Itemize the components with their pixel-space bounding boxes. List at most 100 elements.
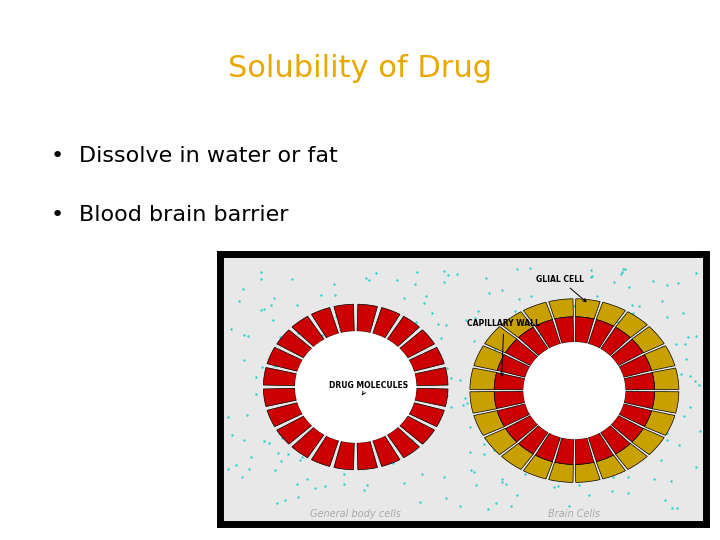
- Polygon shape: [334, 304, 354, 333]
- Point: [425, 379, 436, 387]
- Point: [542, 466, 554, 475]
- Point: [305, 414, 316, 423]
- Point: [268, 294, 279, 302]
- Point: [287, 275, 298, 284]
- Point: [441, 363, 452, 372]
- Point: [548, 483, 559, 491]
- Point: [679, 340, 690, 348]
- Point: [690, 332, 702, 340]
- Point: [433, 319, 444, 328]
- Point: [334, 404, 346, 413]
- Point: [534, 330, 545, 339]
- Point: [684, 372, 696, 380]
- Point: [613, 342, 624, 351]
- Point: [656, 456, 667, 464]
- Point: [572, 458, 583, 467]
- Point: [672, 279, 684, 287]
- Point: [236, 473, 248, 482]
- Point: [657, 296, 668, 305]
- Point: [287, 380, 299, 388]
- Point: [585, 360, 596, 368]
- Point: [432, 407, 444, 415]
- Point: [320, 435, 331, 444]
- Point: [416, 470, 428, 478]
- Polygon shape: [474, 346, 505, 370]
- Point: [364, 275, 375, 284]
- Polygon shape: [536, 433, 560, 462]
- Point: [629, 436, 640, 445]
- Polygon shape: [600, 327, 630, 356]
- Point: [256, 268, 267, 276]
- Polygon shape: [505, 339, 538, 366]
- Ellipse shape: [295, 331, 416, 443]
- Point: [276, 457, 287, 465]
- Point: [464, 423, 476, 431]
- Point: [627, 309, 639, 318]
- Point: [314, 360, 325, 368]
- Point: [558, 468, 570, 477]
- Point: [612, 433, 624, 442]
- Point: [358, 402, 369, 411]
- Point: [652, 426, 664, 435]
- Point: [426, 394, 437, 403]
- Point: [330, 436, 342, 444]
- Polygon shape: [600, 426, 630, 454]
- Point: [268, 351, 279, 360]
- Point: [299, 317, 310, 326]
- Polygon shape: [575, 299, 600, 319]
- Polygon shape: [611, 416, 643, 442]
- Point: [622, 489, 634, 498]
- Point: [445, 374, 456, 383]
- Point: [274, 333, 285, 341]
- Point: [364, 382, 376, 391]
- Polygon shape: [292, 316, 324, 347]
- Point: [464, 448, 476, 456]
- Polygon shape: [575, 317, 594, 343]
- Point: [359, 424, 370, 433]
- Polygon shape: [588, 433, 613, 462]
- Point: [661, 280, 672, 289]
- Point: [561, 393, 572, 401]
- Point: [261, 370, 273, 379]
- Point: [291, 480, 302, 489]
- Point: [418, 299, 430, 307]
- Polygon shape: [644, 346, 675, 370]
- Polygon shape: [264, 367, 297, 386]
- Polygon shape: [415, 367, 448, 386]
- Point: [410, 267, 422, 276]
- Point: [258, 437, 270, 445]
- Polygon shape: [549, 299, 573, 319]
- Point: [258, 305, 270, 314]
- Point: [672, 440, 684, 449]
- Text: Solubility of Drug: Solubility of Drug: [228, 54, 492, 83]
- Point: [624, 282, 635, 291]
- Point: [523, 329, 535, 338]
- Point: [518, 325, 529, 334]
- Point: [634, 302, 645, 310]
- Text: Dissolve in water or fat: Dissolve in water or fat: [79, 146, 338, 166]
- Polygon shape: [415, 388, 448, 407]
- Point: [358, 304, 369, 313]
- Point: [391, 275, 402, 284]
- Point: [649, 475, 660, 484]
- Polygon shape: [400, 416, 435, 444]
- Point: [622, 472, 634, 481]
- Point: [661, 313, 672, 321]
- Point: [478, 440, 490, 449]
- Point: [683, 332, 694, 341]
- Point: [469, 313, 481, 322]
- Point: [488, 446, 500, 455]
- Polygon shape: [501, 312, 534, 338]
- Polygon shape: [409, 347, 444, 372]
- Point: [690, 463, 701, 471]
- Point: [260, 388, 271, 396]
- Point: [609, 313, 621, 322]
- Point: [680, 355, 691, 363]
- Point: [415, 327, 426, 336]
- Point: [341, 305, 352, 313]
- Point: [469, 337, 480, 346]
- Point: [295, 369, 307, 378]
- Point: [368, 329, 379, 338]
- Point: [478, 449, 490, 458]
- Point: [540, 430, 552, 438]
